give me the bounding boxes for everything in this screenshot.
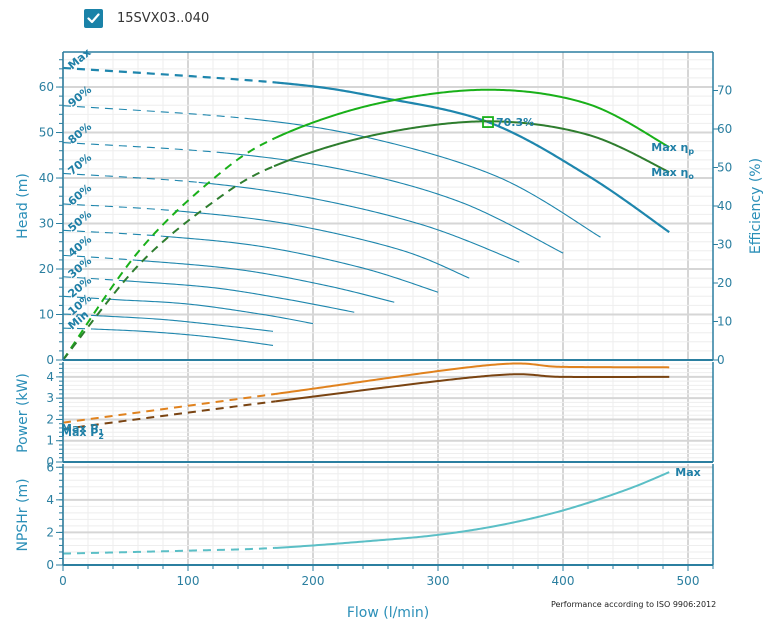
head-curve-label: 70% [66,151,95,178]
head-curve-label: 50% [66,208,95,235]
efficiency-label-text: Max η [651,166,688,179]
efficiency-axis-title: Efficiency (%) [748,158,764,254]
head-curve-90pct-solid [248,118,601,238]
efficiency-tick-label: 50 [717,161,732,175]
efficiency-curve-label: Max ηo [651,166,694,181]
power-curve-p2-solid [275,373,670,403]
efficiency-label-subscript: o [688,172,694,181]
power-tick-label: 3 [46,391,54,405]
head-curve-min-solid [92,328,274,346]
bep-efficiency-label: 70.3% [496,116,534,129]
head-curve-70pct-dashed [62,172,199,183]
npsh-curve-solid [274,471,670,549]
power-label-subscript: 1 [98,428,104,437]
head-tick-label: 60 [39,80,54,94]
x-tick-label: 400 [552,574,575,588]
head-curve-80pct-solid [224,152,564,254]
npsh-tick-label: 2 [46,525,54,539]
power-curve-p1-solid [274,362,670,395]
head-tick-label: 40 [39,171,54,185]
efficiency-tick-label: 0 [717,353,725,367]
flow-axis-title: Flow (l/min) [347,605,429,621]
efficiency-curve-eta-o-dashed [62,165,275,361]
npsh-tick-label: 4 [46,493,54,507]
head-tick-label: 20 [39,262,54,276]
efficiency-tick-label: 40 [717,199,732,213]
head-curve-60pct-solid [174,210,470,279]
npsh-curve-label: Max [675,466,700,479]
power-tick-label: 4 [46,370,54,384]
power-curve-label: Max P2 [61,426,104,441]
power-tick-label: 1 [46,434,54,448]
efficiency-tick-label: 20 [717,276,732,290]
head-curve-10pct-dashed [62,313,99,317]
head-curve-80pct-dashed [62,141,225,154]
efficiency-tick-label: 60 [717,122,732,136]
series-name: 15SVX03..040 [117,11,210,26]
series-header: 15SVX03..040 [84,9,209,28]
efficiency-label-subscript: p [688,147,694,156]
head-tick-label: 30 [39,217,54,231]
efficiency-tick-label: 30 [717,238,732,252]
power-label-text: Max P [61,426,98,439]
power-tick-label: 2 [46,412,54,426]
npsh-axis-title: NPSHr (m) [15,478,31,551]
head-curve-label: 80% [66,120,95,147]
power-label-subscript: 2 [98,432,104,441]
x-tick-label: 100 [177,574,200,588]
checkmark-icon [87,13,100,24]
efficiency-curve-label: Max ηp [651,141,694,156]
efficiency-tick-label: 70 [717,84,732,98]
power-tick-label: 0 [46,455,54,469]
head-curve-60pct-dashed [62,203,175,212]
power-curve-p1-dashed [62,392,276,424]
x-tick-label: 500 [677,574,700,588]
head-curve-label: 40% [66,233,95,260]
npsh-tick-label: 0 [46,558,54,572]
efficiency-label-text: Max η [651,141,688,154]
head-curve-10pct-solid [98,315,274,332]
head-curve-label: 60% [66,181,95,208]
head-curve-70pct-solid [198,181,520,263]
grid [62,52,714,566]
head-curve-label: 30% [66,254,95,281]
power-curve-p2-dashed [62,400,276,431]
series-checkbox[interactable] [84,9,103,28]
x-tick-label: 0 [59,574,67,588]
head-curve-20pct-solid [112,298,314,325]
head-curve-max-dashed [62,66,275,84]
efficiency-curve-eta-p-solid [273,88,670,148]
efficiency-tick-label: 10 [717,315,732,329]
head-curve-40pct-solid [136,259,395,303]
head-curve-90pct-dashed [62,105,249,120]
head-curve-50pct-solid [162,235,439,293]
power-curve-label: Max P1 [61,422,104,437]
head-curve-30pct-dashed [62,276,125,282]
head-tick-label: 10 [39,308,54,322]
head-curve-min-dashed [62,327,94,330]
head-curve-40pct-dashed [62,254,137,261]
x-tick-label: 200 [302,574,325,588]
power-label-text: Max P [61,422,98,435]
bep-marker [482,116,494,128]
npsh-curve-dashed [62,546,275,555]
power-axis-title: Power (kW) [15,373,31,453]
head-tick-label: 50 [39,126,54,140]
npsh-tick-label: 6 [46,460,54,474]
iso-note: Performance according to ISO 9906:2012 [551,600,716,609]
head-curve-50pct-dashed [62,229,163,237]
head-tick-label: 0 [46,353,54,367]
head-curve-30pct-solid [124,280,355,313]
efficiency-curve-eta-o-solid [273,120,670,174]
efficiency-curve-eta-p-dashed [62,137,275,361]
head-axis-title: Head (m) [15,173,31,239]
x-tick-label: 300 [427,574,450,588]
curves [62,66,670,555]
